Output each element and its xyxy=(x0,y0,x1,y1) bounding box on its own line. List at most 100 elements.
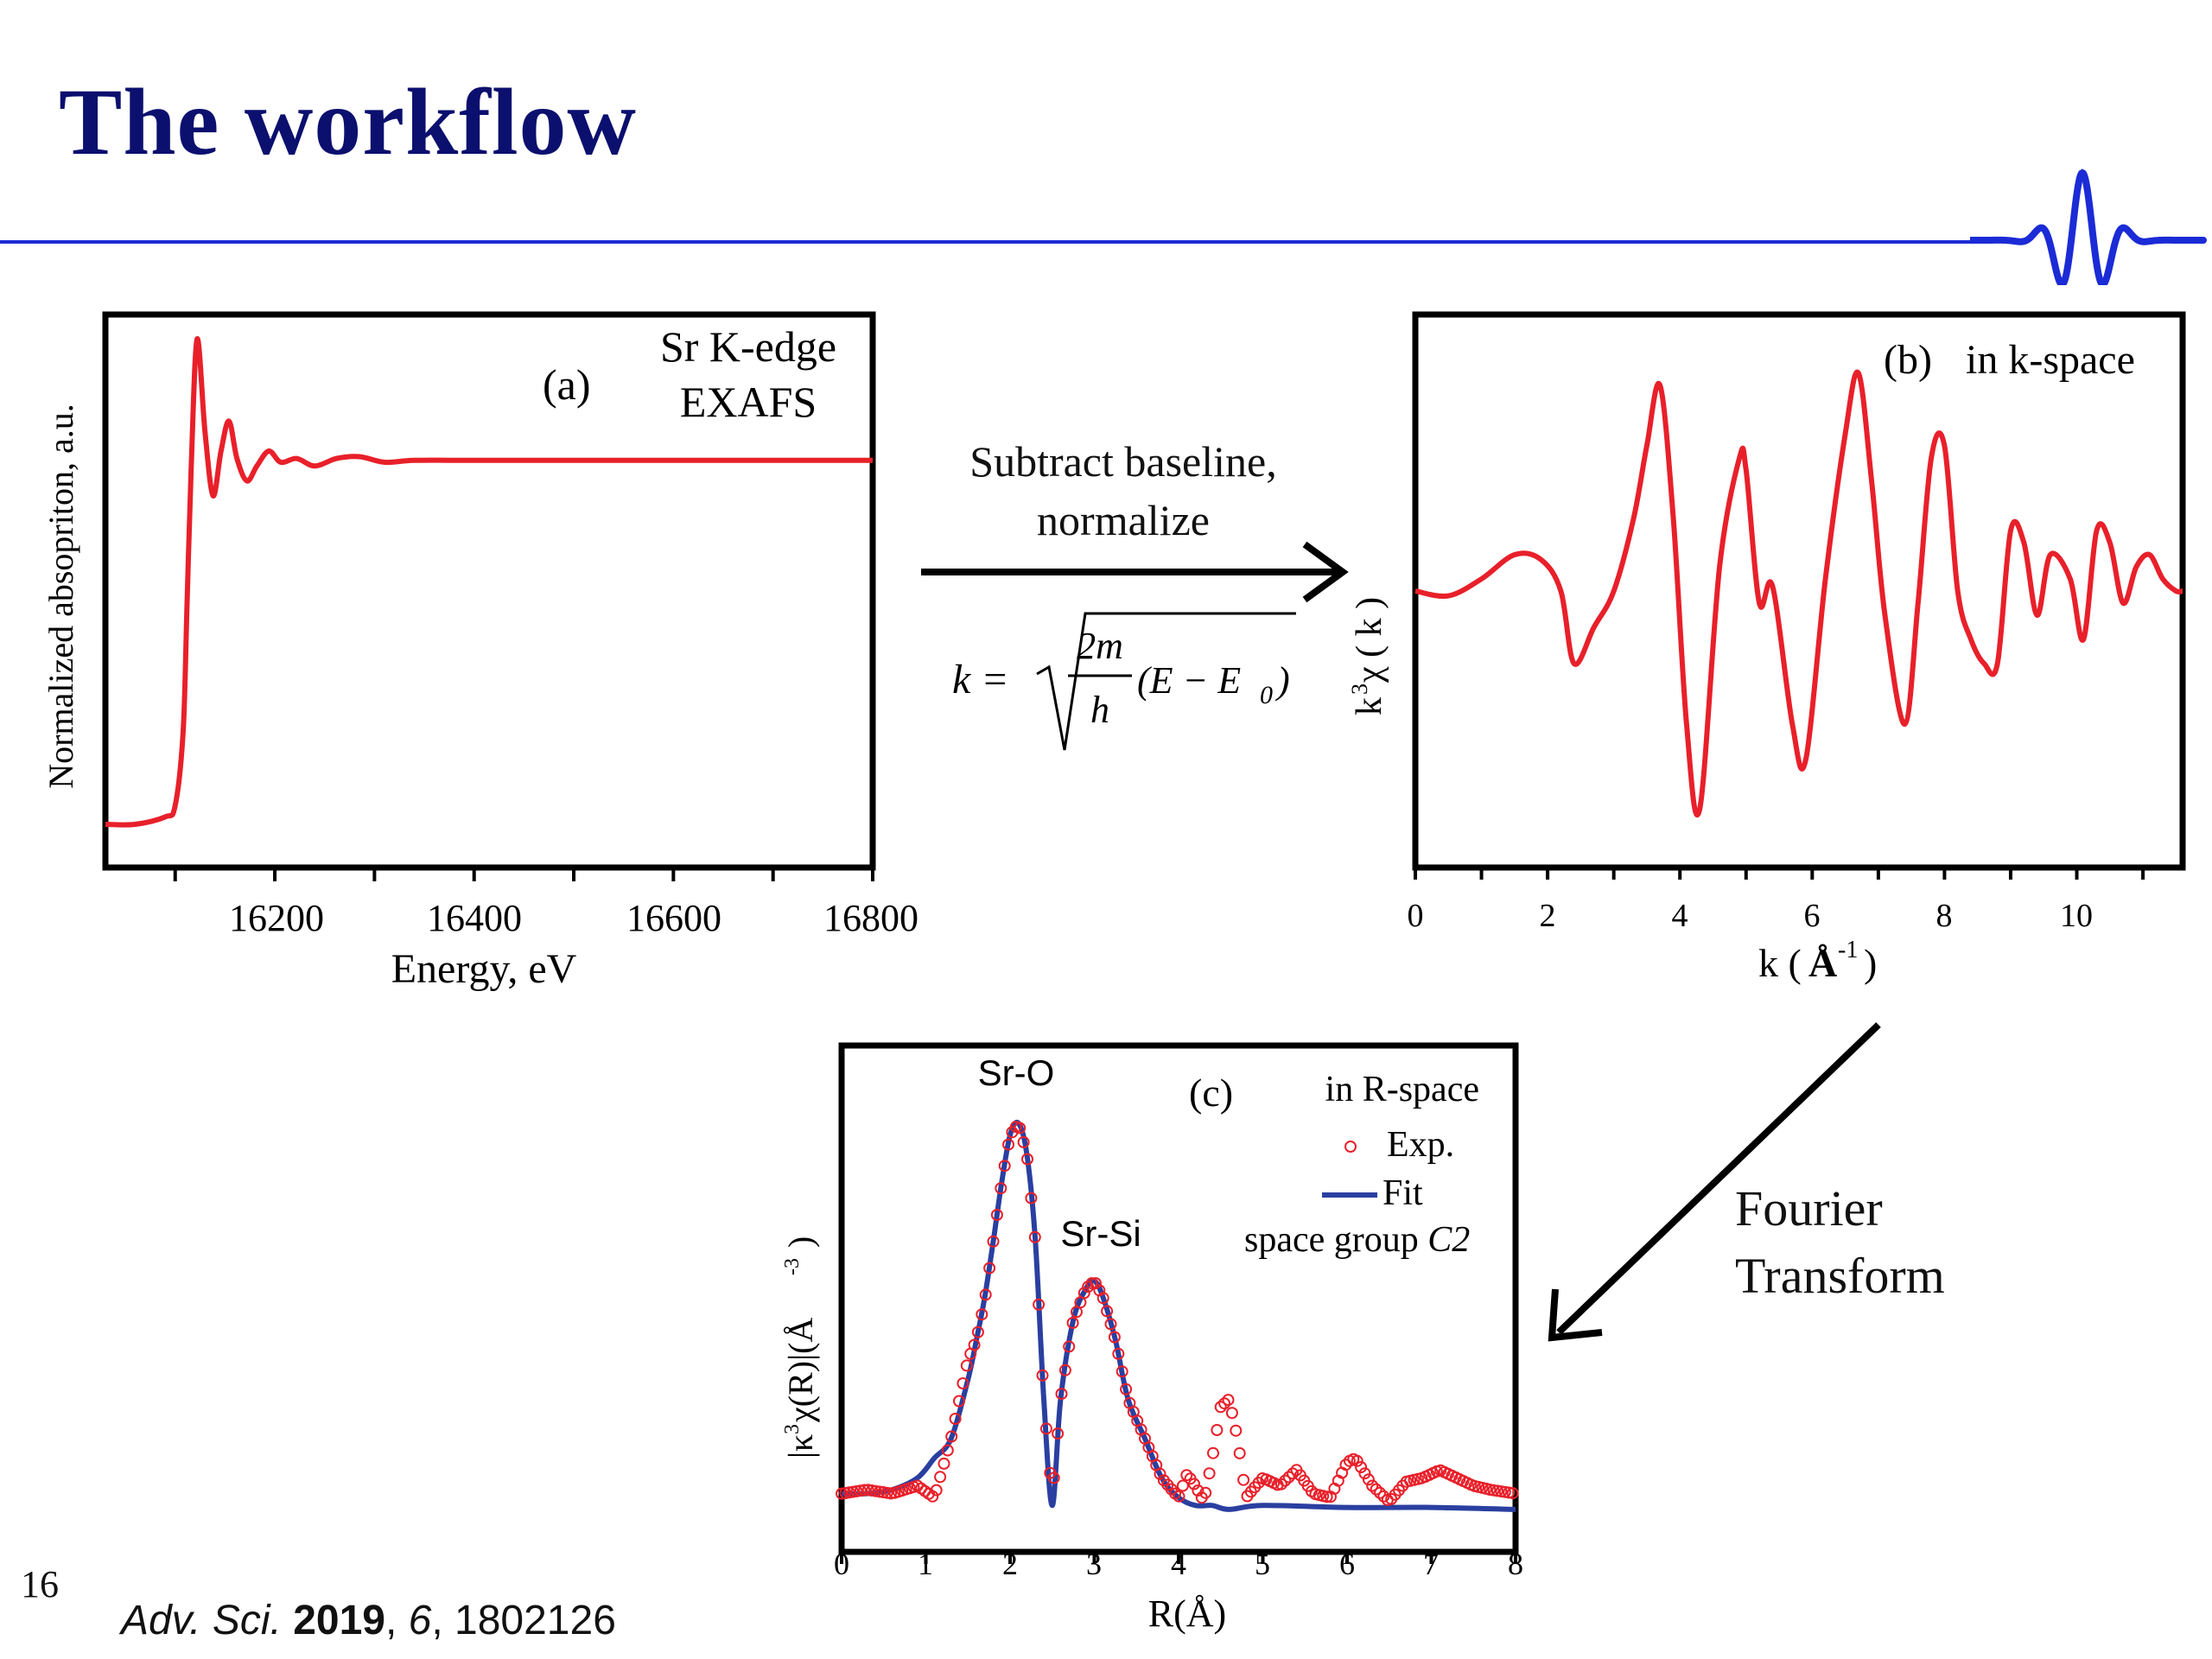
exp-data-point xyxy=(968,1338,981,1351)
exp-data-point xyxy=(1101,1305,1114,1318)
chart-c-ylabel: |κ 3 χ(R)|(Å -3 ) xyxy=(781,1236,820,1459)
exp-data-point xyxy=(1058,1363,1071,1376)
chart-c-panel-label: (c) xyxy=(1189,1071,1233,1115)
space-group-symbol: C2 xyxy=(1427,1220,1470,1260)
exp-data-point xyxy=(1104,1318,1117,1331)
formula-term: (E − E xyxy=(1137,659,1241,702)
formula-numerator: 2m xyxy=(1077,625,1123,667)
exp-data-point xyxy=(960,1359,973,1372)
exp-data-point xyxy=(1039,1422,1052,1435)
exp-data-point xyxy=(1237,1473,1250,1486)
chart-b-xtick: 6 xyxy=(1804,898,1821,934)
exp-data-point xyxy=(1274,1478,1287,1491)
exp-data-point xyxy=(1014,1122,1027,1135)
exp-data-point xyxy=(930,1484,943,1497)
chart-c-ylabel-sup2: -3 xyxy=(781,1258,804,1275)
chart-a-xtick: 16600 xyxy=(626,897,721,939)
exp-data-point xyxy=(1374,1486,1386,1499)
chart-c-xtick: 4 xyxy=(1171,1547,1186,1581)
exp-data-point xyxy=(1090,1277,1102,1290)
chart-b-xlabel-sup: -1 xyxy=(1838,937,1858,963)
step1-caption: Subtract baseline, normalize xyxy=(881,432,1365,550)
citation-sep: , xyxy=(385,1598,409,1643)
chart-c-peak-label-sr-o: Sr-O xyxy=(978,1052,1055,1093)
chart-c-ylabel-pre: |κ xyxy=(781,1434,820,1459)
chart-b-frame xyxy=(1412,311,2186,871)
exp-data-point xyxy=(1082,1281,1095,1294)
chart-c: Sr-O Sr-Si (c) in R-space Exp. Fit space… xyxy=(781,1042,1523,1635)
exp-data-point xyxy=(1063,1340,1076,1353)
exp-data-point xyxy=(1112,1347,1125,1360)
exp-data-point xyxy=(976,1308,988,1321)
exp-data-point xyxy=(957,1377,969,1389)
chart-c-xlabel: R(Å) xyxy=(1148,1592,1226,1635)
exp-data-point xyxy=(995,1182,1007,1195)
title-divider xyxy=(0,240,1979,244)
exp-data-point xyxy=(1154,1467,1166,1480)
wavevector-formula: k = 2m h (E − E 0 ) xyxy=(952,612,1296,751)
diagonal-arrow-icon xyxy=(1556,1022,1881,1335)
exp-data-point xyxy=(1002,1138,1014,1151)
exp-data-point xyxy=(1052,1427,1065,1440)
chart-a-frame xyxy=(102,311,876,871)
exp-data-point xyxy=(1222,1394,1235,1407)
chart-c-xtick: 3 xyxy=(1086,1547,1102,1581)
chart-c-xtick: 2 xyxy=(1002,1547,1018,1581)
chart-c-legend-exp-marker xyxy=(1344,1141,1357,1153)
page-number: 16 xyxy=(21,1563,59,1605)
exp-data-point xyxy=(1351,1454,1363,1467)
step2-line1: Fourier xyxy=(1735,1180,1883,1236)
chart-b-xtick: 4 xyxy=(1672,898,1688,934)
exp-data-point xyxy=(1021,1153,1033,1166)
citation-journal: Adv. Sci. xyxy=(121,1598,282,1643)
exp-data-point xyxy=(1033,1298,1046,1311)
exp-data-point xyxy=(1036,1369,1049,1382)
citation-volume: 6 xyxy=(408,1598,432,1643)
chart-c-exp-points xyxy=(836,1121,1519,1506)
exp-data-point xyxy=(945,1430,958,1443)
chart-a-ticks xyxy=(173,868,874,881)
chart-c-space-group: space group C2 xyxy=(1244,1220,1470,1260)
exp-data-point xyxy=(1047,1471,1060,1484)
citation: Adv. Sci. 2019, 6, 1802126 xyxy=(121,1597,616,1644)
exp-data-point xyxy=(1077,1287,1090,1300)
exp-data-point xyxy=(979,1288,992,1301)
exp-data-point xyxy=(1362,1473,1375,1486)
chart-c-xtick: 0 xyxy=(834,1547,849,1581)
chart-b-xlabel-main: k ( xyxy=(1758,941,1802,985)
chart-b-ylabel: k 3 χ ( k ) xyxy=(1347,597,1389,715)
chart-b-ylabel-rest: χ ( k ) xyxy=(1350,597,1389,683)
chart-a-xlabel: Energy, eV xyxy=(391,946,577,992)
exp-data-point xyxy=(1279,1474,1292,1487)
step1-line2: normalize xyxy=(1037,496,1210,544)
formula-lhs: k = xyxy=(952,657,1009,702)
chart-c-ylabel-sup: 3 xyxy=(781,1424,804,1434)
exp-data-point xyxy=(1230,1424,1243,1437)
exp-data-point xyxy=(858,1484,871,1497)
exp-data-point xyxy=(1287,1467,1300,1480)
chart-a-ylabel: Normalized absopriton, a.u. xyxy=(41,404,80,788)
chart-c-xtick: 7 xyxy=(1423,1547,1439,1581)
step2-arrow xyxy=(1548,1022,1881,1342)
chart-b-legend: in k-space xyxy=(1966,337,2135,383)
exp-data-point xyxy=(1017,1135,1030,1148)
arrow-head-icon xyxy=(1302,541,1349,603)
exp-data-point xyxy=(1055,1388,1068,1401)
formula-subscript: 0 xyxy=(1260,681,1273,709)
chart-c-xtick: 8 xyxy=(1508,1547,1523,1581)
chart-b-ticks xyxy=(1414,868,2145,880)
exp-data-point xyxy=(934,1471,947,1484)
exp-data-point xyxy=(983,1262,996,1274)
exp-data-point xyxy=(987,1235,1000,1248)
exp-data-point xyxy=(1358,1467,1371,1480)
chart-a-panel-label: (a) xyxy=(543,360,591,409)
exp-data-point xyxy=(1188,1478,1200,1491)
chart-c-ylabel-mid: χ(R)|(Å xyxy=(781,1318,820,1423)
exp-data-point xyxy=(949,1413,962,1425)
chart-c-legend-exp: Exp. xyxy=(1387,1125,1454,1165)
exp-data-point xyxy=(1180,1469,1193,1482)
exp-data-point xyxy=(941,1444,954,1457)
exp-data-point xyxy=(990,1209,1003,1221)
chart-b-xlabel: k ( Å -1 ) xyxy=(1758,937,1877,985)
